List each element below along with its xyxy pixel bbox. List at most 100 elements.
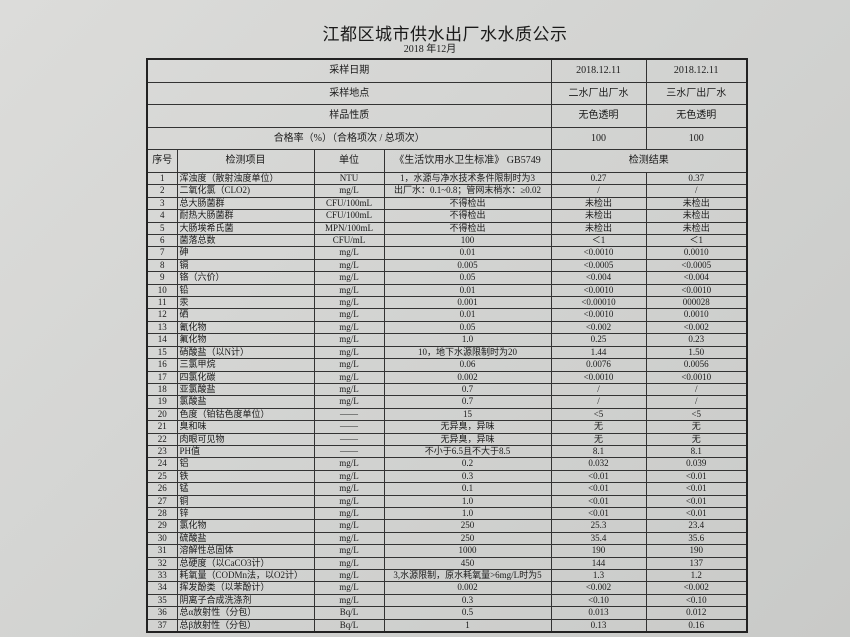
unit-cell: NTU	[313, 171, 385, 186]
item-cell: 阴离子合成洗涤剂	[176, 593, 315, 608]
unit-cell: CFU/mL	[313, 234, 385, 248]
unit-cell: ——	[313, 407, 385, 422]
header-row-location: 采样地点 二水厂出厂水 三水厂出厂水	[146, 81, 748, 105]
item-cell: 臭和味	[176, 420, 315, 434]
unit-cell: mg/L	[313, 506, 385, 521]
unit-cell: mg/L	[313, 296, 385, 310]
seq-cell: 20	[146, 407, 178, 422]
standard-cell: 0.002	[383, 370, 552, 384]
item-cell: 菌落总数	[176, 234, 315, 248]
result-cell-2: 0.23	[645, 333, 748, 347]
column-header-result: 检测结果	[550, 149, 748, 173]
table-row: 28 锌 mg/L 1.0 <0.01 <0.01	[146, 506, 748, 521]
standard-cell: 1.0	[383, 333, 552, 347]
result-cell-2: <0.01	[645, 506, 748, 521]
result-cell-1: 0.0076	[550, 358, 647, 372]
table-row: 25 铁 mg/L 0.3 <0.01 <0.01	[146, 469, 748, 484]
table-row: 20 色度（铂钴色度单位） —— 15 <5 <5	[146, 407, 748, 422]
standard-cell: 1.0	[383, 506, 552, 521]
seq-cell: 37	[146, 618, 178, 633]
seq-cell: 28	[146, 506, 178, 521]
table-row: 36 总α放射性（分包） Bq/L 0.5 0.013 0.012	[146, 606, 748, 620]
unit-cell: mg/L	[313, 519, 385, 533]
seq-cell: 23	[146, 444, 178, 459]
result-cell-1: <0.002	[550, 581, 647, 595]
header-value: 2018.12.11	[645, 58, 748, 83]
seq-cell: 27	[146, 494, 178, 508]
standard-cell: 不得检出	[383, 209, 552, 223]
result-cell-1: 0.27	[550, 171, 647, 186]
seq-cell: 15	[146, 345, 178, 360]
unit-cell: mg/L	[313, 494, 385, 508]
seq-cell: 1	[146, 171, 178, 186]
table-row: 23 PH值 —— 不小于6.5且不大于8.5 8.1 8.1	[146, 444, 748, 459]
unit-cell: mg/L	[313, 531, 385, 546]
item-cell: 锌	[176, 506, 315, 521]
column-header-unit: 单位	[313, 149, 385, 173]
unit-cell: mg/L	[313, 320, 385, 335]
standard-cell: 250	[383, 531, 552, 546]
unit-cell: mg/L	[313, 568, 385, 583]
standard-cell: 1，水源与净水技术条件限制时为3	[383, 171, 552, 186]
item-cell: 锰	[176, 482, 315, 496]
result-cell-1: ＜1	[550, 234, 647, 248]
result-cell-2: 0.37	[645, 171, 748, 186]
result-cell-1: <5	[550, 407, 647, 422]
unit-cell: mg/L	[313, 482, 385, 496]
table-row: 29 氯化物 mg/L 250 25.3 23.4	[146, 519, 748, 533]
header-value: 三水厂出厂水	[645, 81, 748, 105]
result-cell-2: <0.002	[645, 581, 748, 595]
item-cell: 色度（铂钴色度单位）	[176, 407, 315, 422]
standard-cell: 0.01	[383, 308, 552, 322]
header-label: 样品性质	[146, 104, 552, 128]
result-cell-1: <0.0005	[550, 258, 647, 273]
page-subtitle: 2018 年12月	[403, 44, 457, 55]
table-row: 10 铅 mg/L 0.01 <0.0010 <0.0010	[146, 283, 748, 298]
standard-cell: 无异臭，异味	[383, 420, 552, 434]
item-cell: 三氯甲烷	[176, 358, 315, 372]
result-cell-2: <0.01	[645, 482, 748, 496]
item-cell: 挥发酚类（以苯酚计）	[176, 581, 315, 595]
header-label: 采样地点	[146, 81, 552, 105]
header-label: 采样日期	[146, 58, 552, 83]
table-row: 18 亚氯酸盐 mg/L 0.7//	[146, 382, 748, 397]
result-cell-2: 23.4	[645, 519, 748, 533]
header-value: 二水厂出厂水	[550, 81, 647, 105]
unit-cell: Bq/L	[313, 618, 385, 633]
unit-cell: mg/L	[313, 345, 385, 360]
item-cell: 二氧化氯（CLO2)	[176, 184, 315, 198]
standard-cell: 0.7	[383, 395, 552, 409]
table-row: 3 总大肠菌群 CFU/100mL 不得检出 未检出 未检出	[146, 196, 748, 211]
result-cell-2: <0.0010	[645, 283, 748, 298]
table-row: 33 耗氧量（CODMn法，以O2计） mg/L 3,水源限制，原水耗氧量>6mg/L…	[146, 568, 748, 583]
unit-cell: MPN/100mL	[313, 221, 385, 236]
seq-cell: 6	[146, 234, 178, 248]
seq-cell: 14	[146, 333, 178, 347]
table-row: 32 总硬度（以CaCO3计） mg/L 450 144 137	[146, 556, 748, 571]
standard-cell: 无异臭，异味	[383, 432, 552, 446]
table-row: 17 四氯化碳 mg/L 0.002 <0.0010 <0.0010	[146, 370, 748, 384]
result-cell-2: 190	[645, 544, 748, 558]
result-cell-2: 未检出	[645, 221, 748, 236]
item-cell: 铜	[176, 494, 315, 508]
result-cell-1: 未检出	[550, 196, 647, 211]
unit-cell: mg/L	[313, 283, 385, 298]
result-cell-1: /	[550, 184, 647, 198]
result-cell-2: 0.0010	[645, 246, 748, 260]
item-cell: 总大肠菌群	[176, 196, 315, 211]
unit-cell: mg/L	[313, 308, 385, 322]
seq-cell: 5	[146, 221, 178, 236]
unit-cell: ——	[313, 444, 385, 459]
table-row: 27 铜 mg/L 1.0 <0.01 <0.01	[146, 494, 748, 508]
standard-cell: 0.002	[383, 581, 552, 595]
standard-cell: 10，地下水源限制时为20	[383, 345, 552, 360]
result-cell-2: <0.0005	[645, 258, 748, 273]
seq-cell: 16	[146, 358, 178, 372]
standard-cell: 0.005	[383, 258, 552, 273]
item-cell: 浑浊度（散射浊度单位）	[176, 171, 315, 186]
item-cell: 硫酸盐	[176, 531, 315, 546]
item-cell: 砷	[176, 246, 315, 260]
result-cell-1: <0.10	[550, 593, 647, 608]
result-cell-1: <0.0010	[550, 308, 647, 322]
table-row: 6 菌落总数 CFU/mL 100 ＜1 ＜1	[146, 234, 748, 248]
